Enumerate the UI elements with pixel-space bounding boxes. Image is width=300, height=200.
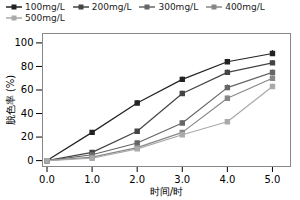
html-text:300mg/L: 300mg/L xyxy=(158,2,199,12)
svg-text:脱色率 (%): 脱色率 (%) xyxy=(5,75,16,126)
svg-text:4.0: 4.0 xyxy=(219,174,235,185)
svg-text:60: 60 xyxy=(21,84,34,95)
svg-text:0.0: 0.0 xyxy=(39,174,55,185)
html-text:200mg/L: 200mg/L xyxy=(91,2,132,12)
svg-text:3.0: 3.0 xyxy=(174,174,190,185)
svg-text:时间/时: 时间/时 xyxy=(150,186,183,197)
svg-text:100: 100 xyxy=(14,37,33,48)
svg-text:1.0: 1.0 xyxy=(84,174,100,185)
svg-text:80: 80 xyxy=(21,61,34,72)
svg-text:2.0: 2.0 xyxy=(129,174,145,185)
svg-text:5.0: 5.0 xyxy=(265,174,281,185)
html-text:100mg/L: 100mg/L xyxy=(25,2,65,12)
svg-text:40: 40 xyxy=(21,108,34,119)
html-text:500mg/L: 500mg/L xyxy=(25,13,65,23)
html-text:400mg/L: 400mg/L xyxy=(225,2,265,12)
svg-text:20: 20 xyxy=(21,131,34,142)
svg-text:0: 0 xyxy=(27,155,33,166)
